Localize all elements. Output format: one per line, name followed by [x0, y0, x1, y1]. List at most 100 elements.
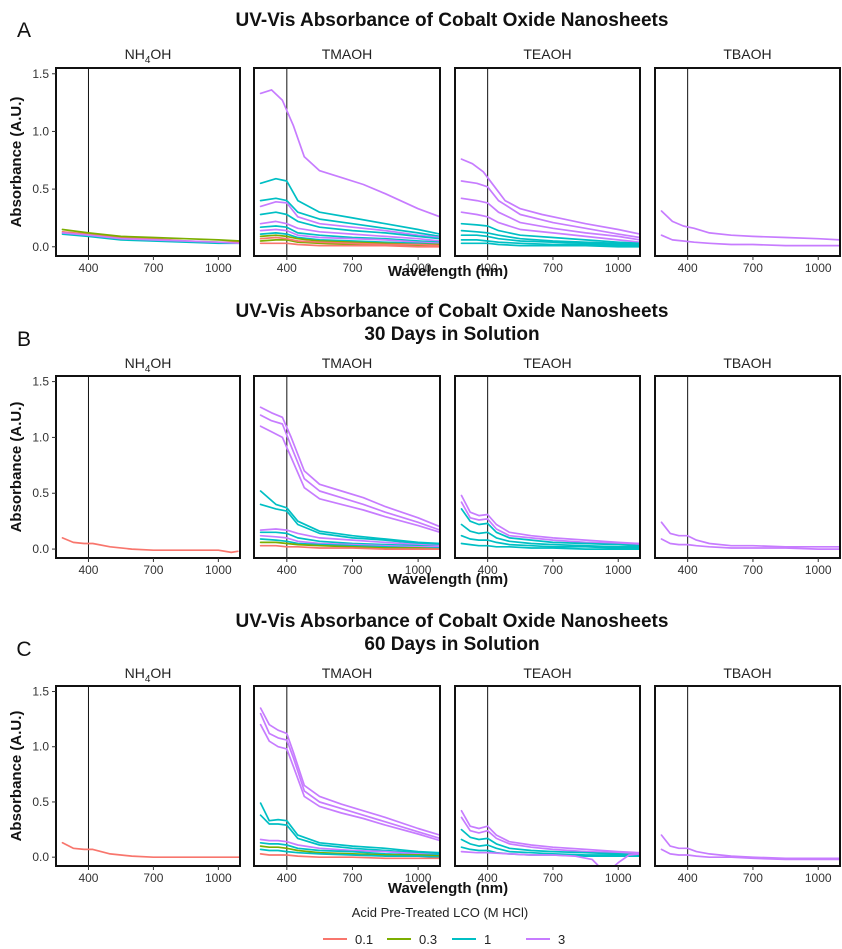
facet-strip-label: TEAOH: [523, 46, 571, 62]
series-line-3m: [259, 712, 440, 840]
facet-teaoh: TEAOH 400 700 1000: [454, 355, 641, 577]
series-line-3m: [460, 494, 640, 545]
facet-frame: [253, 375, 441, 559]
series-line-3m: [460, 816, 640, 855]
x-tick-label: 700: [342, 871, 362, 885]
x-tick-label: 1000: [405, 261, 432, 275]
facet-nh4oh: NH4OH 400 700 1000 0.0 0.5 1.0 1.5: [32, 665, 241, 885]
facet-strip-label: NH4OH: [125, 355, 172, 375]
series-line-3m: [259, 528, 440, 547]
series-line-0_3m: [259, 541, 440, 550]
facet-tmaoh: TMAOH 400 700 1000: [253, 355, 441, 577]
chart-panel-a: UV-Vis Absorbance of Cobalt Oxide Nanosh…: [8, 10, 841, 280]
series-line-1m: [259, 197, 440, 238]
series-line-3m: [460, 850, 640, 866]
series-line-1m: [460, 229, 640, 246]
legend-label: 0.3: [419, 932, 437, 947]
x-tick-label: 700: [743, 563, 763, 577]
x-tick-label: 400: [678, 261, 698, 275]
legend-item-0_1: 0.1: [323, 932, 373, 947]
facet-frame: [253, 67, 441, 257]
series-line-1m: [460, 838, 640, 857]
series-line-1m: [460, 234, 640, 247]
series-line-1m: [259, 490, 440, 545]
series-line-3m: [460, 180, 640, 239]
chart-subtitle: 60 Days in Solution: [364, 634, 539, 655]
series-line-3m: [660, 848, 840, 861]
x-tick-label: 1000: [605, 261, 632, 275]
series-line-0_1m: [61, 841, 240, 859]
series-group: [460, 494, 640, 550]
x-tick-label: 700: [543, 261, 563, 275]
x-tick-label: 700: [342, 563, 362, 577]
facet-frame: [454, 67, 641, 257]
series-line-3m: [460, 501, 640, 546]
series-line-0_1m: [259, 236, 440, 247]
series-line-1m: [460, 534, 640, 549]
series-line-3m: [460, 211, 640, 244]
series-group: [61, 228, 240, 245]
series-line-3m: [660, 234, 840, 247]
series-line-0_1m: [259, 544, 440, 550]
y-tick-label: 1.0: [32, 124, 49, 138]
facet-nh4oh: NH4OH 400 700 1000 0.0 0.5 1.0 1.5: [32, 46, 241, 275]
series-group: [660, 521, 840, 550]
facet-strip-label: TMAOH: [322, 355, 373, 371]
panel-letter: B: [17, 328, 31, 351]
series-line-1m: [259, 802, 440, 854]
series-group: [460, 158, 640, 248]
series-line-3m: [259, 707, 440, 836]
legend: Acid Pre-Treated LCO (M HCl) 0.1 0.3 1 3: [323, 905, 565, 947]
panel-letter: C: [16, 638, 31, 661]
x-tick-label: 400: [478, 563, 498, 577]
x-tick-label: 1000: [605, 871, 632, 885]
series-line-1m: [61, 233, 240, 245]
series-line-0_3m: [61, 228, 240, 242]
legend-title: Acid Pre-Treated LCO (M HCl): [352, 905, 529, 920]
series-line-1m: [259, 814, 440, 855]
series-line-1m: [259, 225, 440, 244]
series-line-1m: [460, 222, 640, 245]
series-line-1m: [259, 177, 440, 235]
series-line-0_1m: [61, 537, 239, 554]
y-tick-label: 0.5: [32, 182, 49, 196]
series-line-3m: [259, 228, 440, 245]
series-group: [259, 707, 440, 860]
facet-frame: [55, 685, 241, 867]
series-line-3m: [660, 834, 840, 860]
y-tick-label: 0.0: [32, 542, 49, 556]
x-tick-label: 400: [678, 871, 698, 885]
legend-item-3: 3: [526, 932, 565, 947]
x-tick-label: 1000: [205, 871, 232, 885]
series-line-1m: [259, 211, 440, 240]
series-line-3m: [259, 220, 440, 242]
x-tick-label: 400: [478, 261, 498, 275]
x-axis-label: Wavelength (nm): [388, 571, 508, 588]
series-group: [61, 537, 239, 554]
x-tick-label: 1000: [605, 563, 632, 577]
legend-item-0_3: 0.3: [387, 932, 437, 947]
series-line-3m: [259, 414, 440, 531]
x-tick-label: 400: [277, 261, 297, 275]
series-group: [660, 210, 840, 247]
facet-frame: [654, 67, 841, 257]
chart-subtitle: 30 Days in Solution: [364, 324, 539, 345]
x-tick-label: 700: [143, 563, 163, 577]
y-tick-label: 1.0: [32, 430, 49, 444]
x-tick-label: 400: [78, 261, 98, 275]
facet-strip-label: TBAOH: [723, 46, 771, 62]
x-tick-label: 400: [277, 871, 297, 885]
series-line-3m: [259, 406, 440, 528]
x-tick-label: 1000: [405, 563, 432, 577]
x-tick-label: 400: [478, 871, 498, 885]
series-line-1m: [460, 508, 640, 547]
x-tick-label: 400: [678, 563, 698, 577]
facet-frame: [55, 67, 241, 257]
facet-teaoh: TEAOH 400 700 1000: [454, 46, 641, 275]
series-line-3m: [259, 838, 440, 856]
series-group: [460, 809, 640, 866]
series-line-1m: [259, 531, 440, 548]
panel-letter: A: [17, 19, 31, 42]
series-line-1m: [460, 239, 640, 247]
